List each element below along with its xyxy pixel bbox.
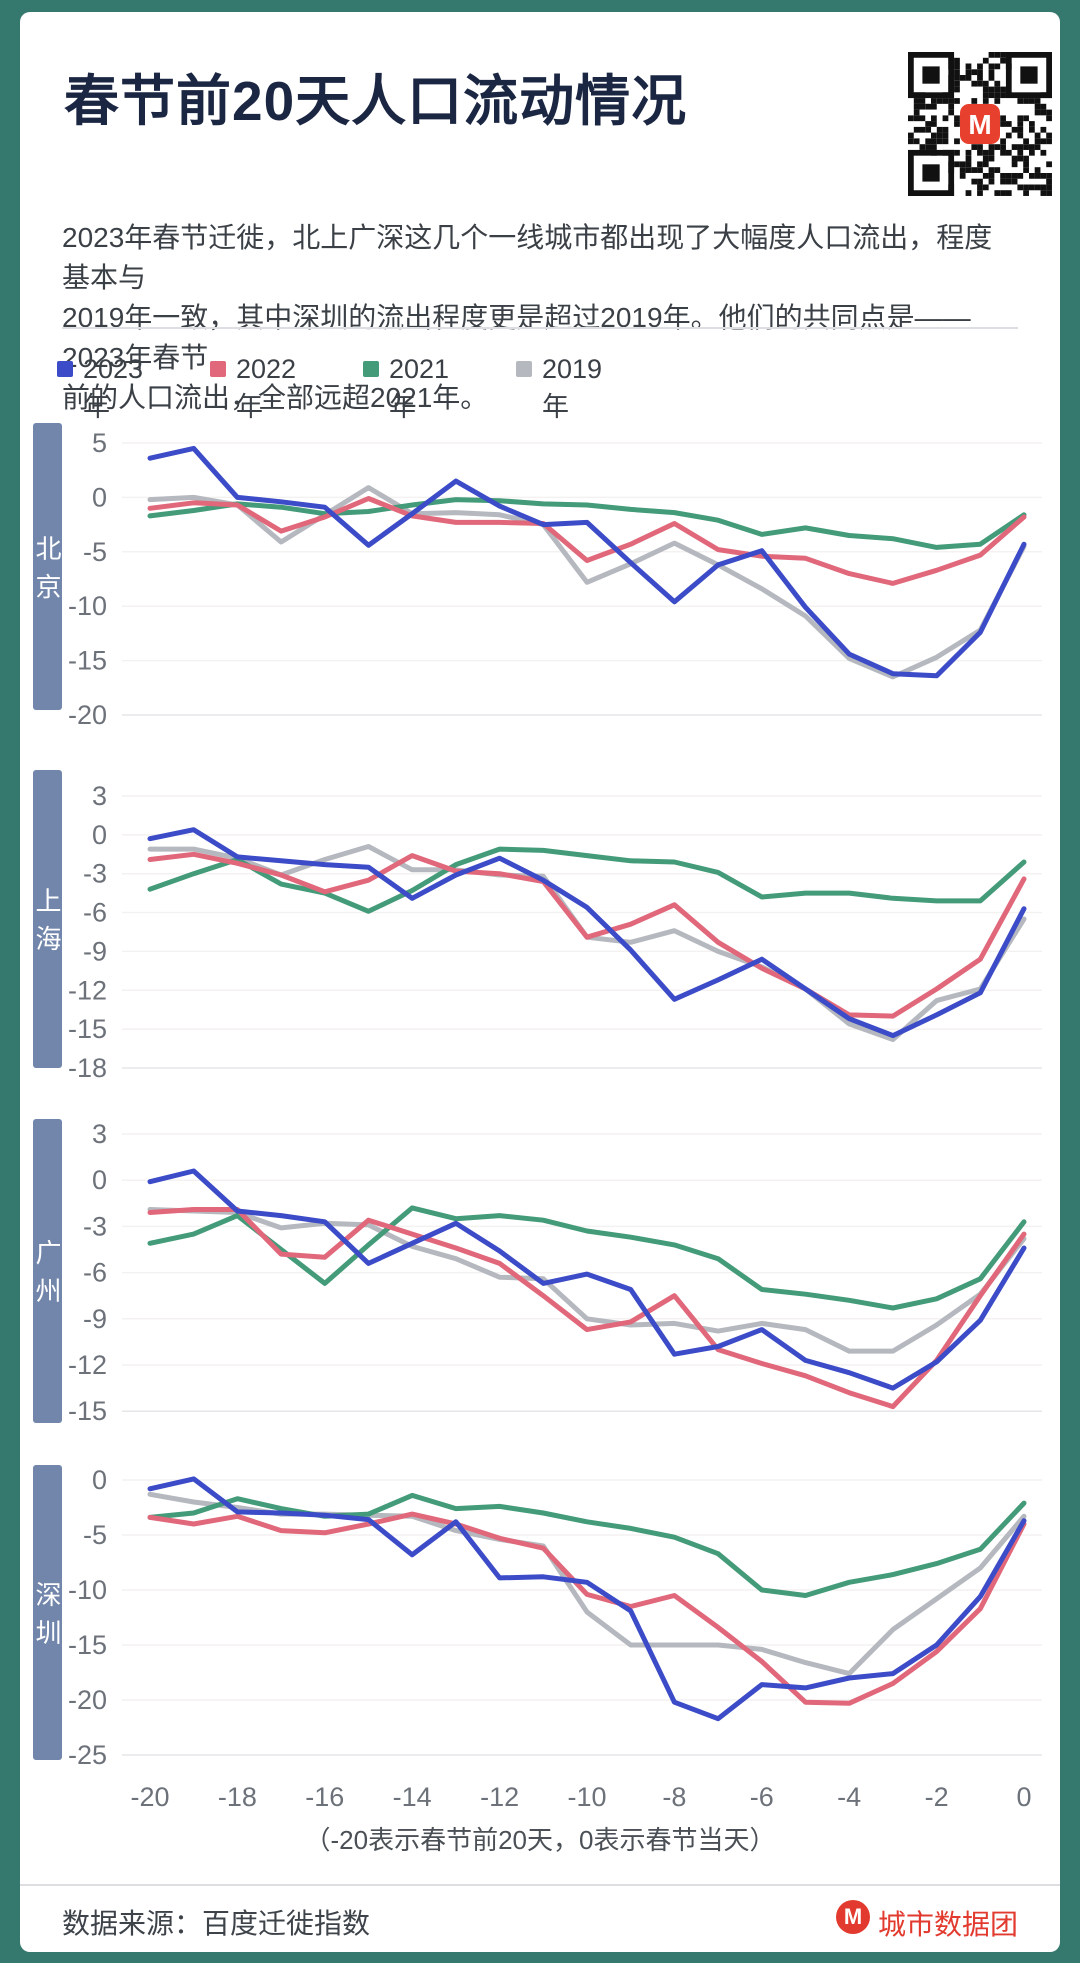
series-line-2022年 — [147, 1511, 1027, 1706]
y-tick-label: -12 — [68, 1350, 107, 1380]
legend-swatch-2019-icon — [516, 361, 532, 377]
qr-code-image: M — [908, 52, 1053, 197]
legend-item-label: 2019年 — [542, 354, 603, 422]
city-label-bar-shanghai: 上海 — [32, 770, 62, 1068]
x-tick-label: -20 — [130, 1782, 170, 1812]
y-tick-label: -18 — [68, 1053, 107, 1083]
y-tick-label: -10 — [68, 591, 107, 621]
x-tick-label: -2 — [924, 1782, 949, 1812]
series-line-2021年 — [147, 1205, 1027, 1311]
y-tick-label: 3 — [92, 1119, 107, 1149]
page-card — [20, 12, 1060, 1952]
city-label: 北京 — [32, 534, 62, 611]
series-line-2022年 — [147, 496, 1027, 586]
y-tick-label: -3 — [83, 1211, 107, 1241]
series-line-2022年 — [147, 851, 1027, 1019]
y-tick-label: -6 — [83, 1258, 107, 1288]
city-label-bar-guangzhou: 广州 — [32, 1119, 62, 1423]
y-tick-label: -12 — [68, 975, 107, 1005]
intro-divider — [62, 327, 1018, 329]
y-tick-label: -5 — [83, 1520, 107, 1550]
y-tick-label: -9 — [83, 1304, 107, 1334]
brand-logo-icon: M — [836, 1900, 870, 1934]
legend-swatch-2022-icon — [210, 361, 226, 377]
series-line-2021年 — [147, 497, 1027, 550]
city-label: 广州 — [32, 1239, 62, 1315]
x-tick-label: -8 — [662, 1782, 687, 1812]
series-line-2021年 — [147, 846, 1027, 914]
page-title: 春节前20天人口流动情况 — [64, 70, 688, 132]
brand-name: 城市数据团 — [878, 1909, 1019, 1940]
legend-item-label: 2022年 — [236, 354, 297, 422]
intro-text: 2023年春节迁徙，北上广深这几个一线城市都出现了大幅度人口流出，程度基本与 2… — [62, 222, 993, 413]
y-tick-label: -25 — [68, 1740, 107, 1770]
series-line-2019年 — [147, 1207, 1027, 1354]
x-tick-label: -10 — [567, 1782, 607, 1812]
series-line-2023年 — [147, 445, 1027, 679]
series-line-2023年 — [147, 1476, 1027, 1722]
y-tick-label: -20 — [68, 1685, 107, 1715]
x-tick-label: -18 — [217, 1782, 257, 1812]
x-axis-tick-labels: -20 -18 -16 -14 -12 -10 -8 -6 -4 -2 0 — [0, 1782, 1080, 1814]
city-label-bar-shenzhen: 深圳 — [32, 1465, 62, 1760]
legend-item-label: 2021年 — [389, 354, 450, 422]
city-label-bar-beijing: 北京 — [32, 423, 62, 710]
x-tick-label: -12 — [480, 1782, 520, 1812]
y-tick-label: -20 — [68, 700, 107, 730]
x-tick-label: -4 — [837, 1782, 862, 1812]
y-tick-label: -9 — [83, 936, 107, 966]
y-tick-label: -15 — [68, 1396, 107, 1426]
y-tick-label: 0 — [92, 1465, 107, 1495]
legend-swatch-2023-icon — [57, 361, 73, 377]
y-tick-label: -6 — [83, 898, 107, 928]
y-tick-label: 0 — [92, 820, 107, 850]
legend-item-label: 2023年 — [83, 354, 144, 422]
x-tick-label: -14 — [392, 1782, 432, 1812]
y-tick-label: 0 — [92, 482, 107, 512]
series-line-2023年 — [147, 827, 1027, 1039]
svg-text:M: M — [968, 109, 991, 140]
series-line-2022年 — [147, 1207, 1027, 1410]
x-tick-label: -6 — [749, 1782, 774, 1812]
y-tick-label: -5 — [83, 537, 107, 567]
data-source-text: 数据来源：百度迁徙指数 — [62, 1908, 371, 1939]
qr-code-icon: M — [908, 52, 1053, 197]
brand-badge: M 城市数据团 — [836, 1900, 1036, 1940]
line-chart-shanghai: 3 0 -3 -6 -9 -12 -15 -18 — [68, 781, 1042, 1083]
y-tick-label: 5 — [92, 428, 107, 458]
line-chart-guangzhou: 3 0 -3 -6 -9 -12 -15 — [68, 1119, 1042, 1426]
chart-legend: 2023年 2022年 2021年 2019年 — [0, 352, 1040, 422]
y-tick-label: -10 — [68, 1575, 107, 1605]
y-tick-label: -15 — [68, 1014, 107, 1044]
y-tick-label: -3 — [83, 859, 107, 889]
legend-swatch-2021-icon — [363, 361, 379, 377]
footer-divider — [20, 1884, 1060, 1886]
x-axis-caption: （-20表示春节前20天，0表示春节当天） — [304, 1825, 776, 1855]
x-tick-label: -16 — [305, 1782, 345, 1812]
city-label: 上海 — [32, 887, 62, 963]
line-chart-shenzhen: 0 -5 -10 -15 -20 -25 — [68, 1465, 1042, 1770]
y-tick-label: 3 — [92, 781, 107, 811]
x-tick-label: 0 — [1016, 1782, 1032, 1812]
y-tick-label: -15 — [68, 1630, 107, 1660]
y-tick-label: 0 — [92, 1165, 107, 1195]
series-line-2021年 — [147, 1492, 1027, 1598]
y-tick-label: -15 — [68, 646, 107, 676]
series-line-2023年 — [147, 1168, 1027, 1391]
series-line-2019年 — [147, 485, 1027, 680]
city-label: 深圳 — [32, 1580, 62, 1657]
line-chart-beijing: 5 0 -5 -10 -15 -20 — [68, 428, 1042, 730]
